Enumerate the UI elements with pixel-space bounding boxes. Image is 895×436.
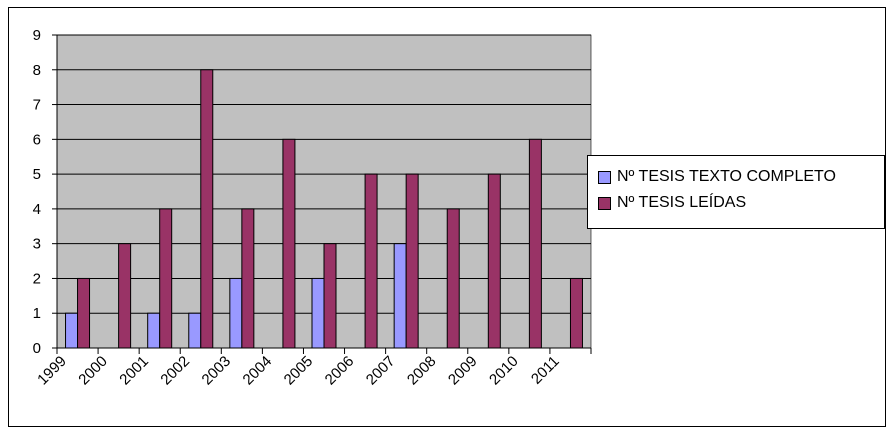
bar-leidas-2003: [241, 208, 255, 349]
legend-label-leidas: Nº TESIS LEÍDAS: [617, 194, 747, 211]
legend-item-leidas: Nº TESIS LEÍDAS: [598, 190, 876, 216]
bar-leidas-2010: [528, 138, 542, 349]
legend-swatch-texto-completo: [598, 170, 611, 184]
x-tick-label: 2004: [240, 353, 276, 389]
x-tick-label: 2006: [322, 353, 358, 389]
bar-texto-completo-2005: [311, 277, 325, 349]
x-tick-label: 2009: [445, 353, 481, 389]
legend-swatch-leidas: [598, 196, 611, 210]
x-tick-label: 2005: [281, 353, 317, 389]
axes: [52, 34, 592, 354]
x-tick-label: 2003: [199, 353, 235, 389]
y-tick-label: 1: [33, 305, 41, 322]
bar-leidas-2002: [200, 69, 214, 349]
bar-leidas-2004: [282, 138, 296, 349]
x-tick-label: 2001: [116, 353, 152, 389]
x-tick-label: 2007: [363, 353, 399, 389]
y-tick-label: 2: [33, 270, 41, 287]
y-tick-label: 3: [33, 236, 41, 253]
bar-texto-completo-1999: [65, 312, 79, 349]
x-tick-labels: 1999 2000 2001 2002 2003 2004 2005 2006 2007 2008…: [34, 353, 563, 389]
y-tick-label: 0: [33, 340, 41, 357]
x-tick-label: 2010: [486, 353, 522, 389]
bar-leidas-2000: [118, 243, 132, 349]
bar-leidas-1999: [77, 277, 91, 349]
y-tick-label: 9: [33, 27, 41, 44]
x-tick-label: 1999: [34, 353, 70, 389]
bar-leidas-2001: [159, 208, 173, 349]
y-tick-label: 4: [33, 201, 41, 218]
bar-leidas-2007: [405, 173, 419, 349]
legend-item-texto-completo: Nº TESIS TEXTO COMPLETO: [598, 164, 876, 190]
y-tick-label: 8: [33, 62, 41, 79]
x-tick-label: 2008: [404, 353, 440, 389]
x-tick-label: 2011: [528, 353, 563, 388]
y-tick-labels: 0 1 2 3 4 5 6 7 8 9: [33, 27, 41, 357]
x-tick-label: 2002: [157, 353, 193, 389]
bar-leidas-2008: [446, 208, 460, 349]
bar-texto-completo-2003: [229, 277, 243, 349]
legend: Nº TESIS TEXTO COMPLETO Nº TESIS LEÍDAS: [587, 155, 885, 229]
x-tick-label: 2000: [75, 353, 111, 389]
bar-texto-completo-2007: [393, 243, 407, 349]
bar-texto-completo-2002: [188, 312, 202, 349]
bar-texto-completo-2001: [147, 312, 161, 349]
y-tick-label: 5: [33, 166, 41, 183]
bar-leidas-2009: [487, 173, 501, 349]
y-tick-label: 6: [33, 131, 41, 148]
bar-leidas-2011: [569, 277, 583, 349]
bar-leidas-2005: [323, 243, 337, 349]
bars: [65, 69, 583, 349]
y-tick-label: 7: [33, 97, 41, 114]
bar-leidas-2006: [364, 173, 378, 349]
legend-label-texto-completo: Nº TESIS TEXTO COMPLETO: [617, 168, 836, 185]
